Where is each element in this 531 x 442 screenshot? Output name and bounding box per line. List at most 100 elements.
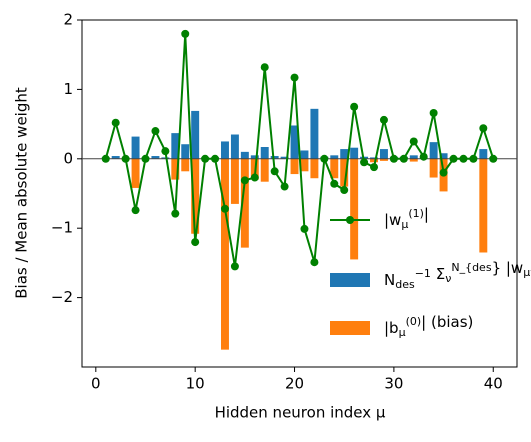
marker [310,258,319,267]
y-tick-label: 0 [63,149,73,167]
legend-label: |wμ(1)| [384,205,429,232]
bar [161,157,170,159]
marker [419,152,428,161]
x-tick-label: 0 [91,375,101,393]
bar [370,158,378,163]
bar [370,157,378,159]
bar [230,134,239,159]
bar [151,156,160,159]
marker [191,238,200,247]
bar [310,158,319,179]
bar [171,158,180,180]
marker [449,154,458,163]
marker [290,73,299,82]
bar [379,149,388,159]
legend-swatch [330,321,370,335]
marker [181,29,190,38]
bar [191,110,200,159]
bar [479,149,488,159]
marker [141,154,150,163]
marker [121,154,130,163]
bar [131,158,140,188]
marker [280,182,289,191]
marker [489,154,498,163]
marker [350,102,359,111]
bar [270,156,279,159]
bar [250,155,259,159]
bar [111,156,120,159]
marker [270,167,279,176]
bar [330,158,339,179]
marker [409,137,418,146]
marker [260,63,269,72]
bar [409,158,418,162]
marker [250,173,259,182]
marker [201,154,210,163]
x-tick-label: 40 [484,375,503,393]
x-tick-label: 10 [186,375,205,393]
marker [469,154,478,163]
bar [429,158,438,178]
marker [151,127,160,136]
bar [290,158,299,175]
bar [330,155,339,159]
marker [161,147,170,156]
marker [320,154,329,163]
marker [379,115,388,124]
legend-label: Ndes−1 ΣνN_{des} |wμν(0)| [384,253,531,292]
bar [340,149,349,159]
marker [171,209,180,218]
bar [409,155,418,159]
bar [240,151,249,159]
bar [131,136,140,159]
bar [221,141,229,159]
bar [171,133,180,159]
marker [439,168,448,177]
bar [350,147,359,159]
bar [310,108,319,159]
marker [389,154,398,163]
marker [111,118,120,127]
marker [429,108,438,117]
marker [101,154,110,163]
bar [240,158,249,248]
y-tick-label: 2 [63,11,73,29]
x-tick-label: 30 [384,375,403,393]
x-tick-label: 20 [285,375,304,393]
y-axis-label: Bias / Mean absolute weight [13,87,31,299]
marker [340,186,349,195]
marker [479,124,488,133]
bar [260,147,269,159]
marker [399,154,408,163]
marker [370,163,379,172]
bar [181,158,190,172]
bar [300,150,309,159]
bar [350,158,359,260]
bar [340,158,349,187]
legend-label: |bμ(0)| (bias) [384,313,473,340]
y-tick-label: −2 [51,288,73,306]
marker [240,176,249,185]
marker [360,158,369,167]
bar [429,142,438,159]
marker [131,206,140,215]
marker [330,179,339,188]
bar [181,144,190,159]
bar [230,158,239,204]
bar [439,153,448,159]
bar [379,158,388,161]
marker [220,204,229,213]
marker [459,154,468,163]
bar [479,158,488,253]
x-axis-label: Hidden neuron index μ [215,404,386,422]
legend-marker [346,216,354,224]
marker [211,154,220,163]
line [104,33,495,267]
marker [300,224,309,233]
bar [260,158,269,182]
bar [300,158,309,172]
bar [221,158,229,350]
y-tick-label: 1 [63,80,73,98]
y-tick-label: −1 [51,219,73,237]
